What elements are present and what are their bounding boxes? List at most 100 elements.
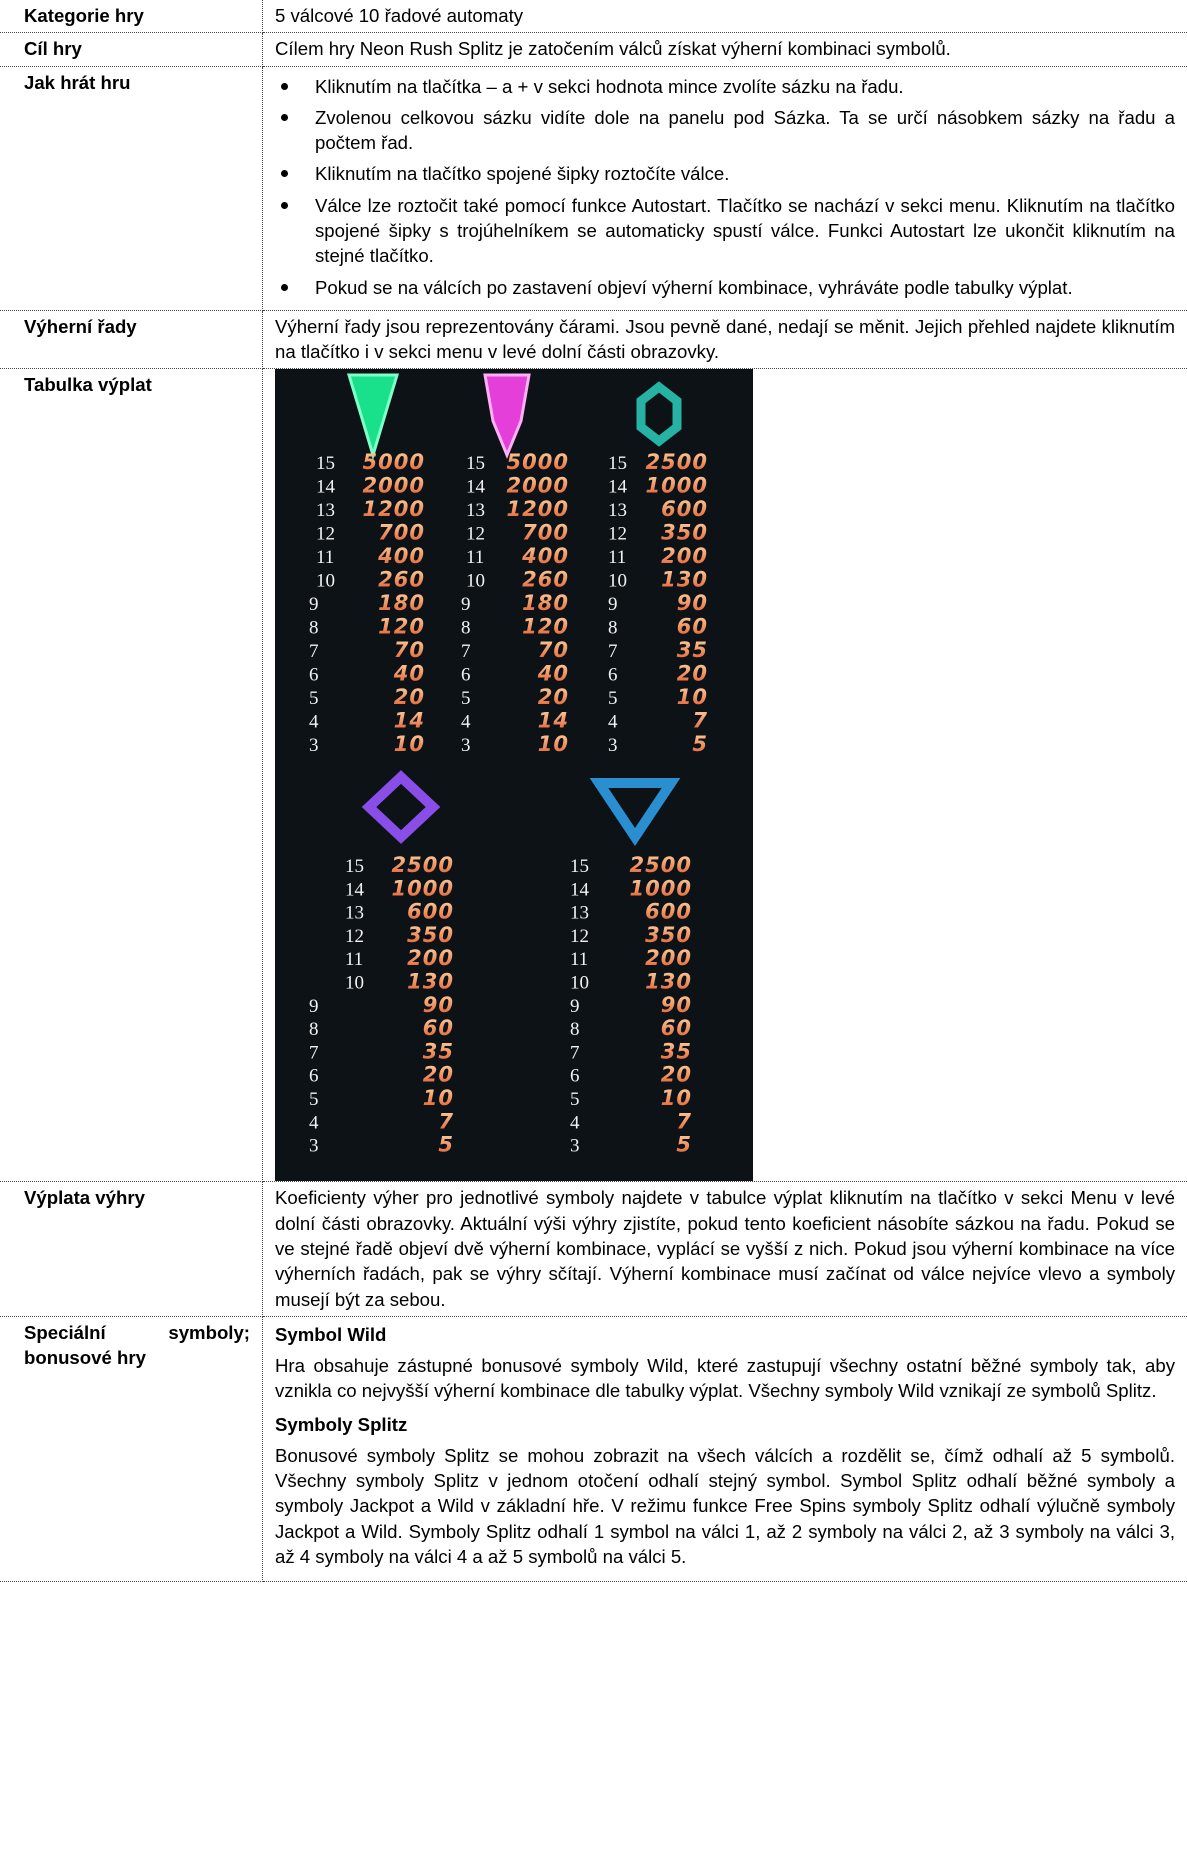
pay-value: 700 <box>378 521 425 545</box>
symbol-group: 15 5000 14 2000 13 1200 12 700 11 400 10 260 9 180 8 12… <box>309 373 425 756</box>
count-label: 7 <box>570 1043 580 1064</box>
symbol-group: 15 2500 14 1000 13 600 12 350 11 200 10 130 9 90 8 60 7 3… <box>608 381 708 756</box>
count-label: 15 <box>570 856 589 877</box>
pay-value: 200 <box>407 947 454 971</box>
pay-value: 400 <box>377 544 425 568</box>
count-label: 14 <box>570 880 590 901</box>
pay-value: 5 <box>676 1133 692 1157</box>
rules-table: Kategorie hry 5 válcové 10 řadové automat… <box>0 0 1187 1583</box>
count-label: 6 <box>461 665 471 686</box>
symbol-icon <box>589 778 681 847</box>
symbol-group: 15 2500 14 1000 13 600 12 350 11 200 10 130 9 90 8 60 7 3… <box>309 770 454 1157</box>
pay-value: 200 <box>661 544 708 568</box>
count-label: 14 <box>466 477 486 498</box>
section-heading: Symbol Wild <box>275 1323 387 1345</box>
count-label: 4 <box>608 712 618 733</box>
row-content: 15 5000 14 2000 13 1200 12 700 11 400 10 260 9 180 8 12… <box>262 368 1187 1183</box>
count-label: 5 <box>309 688 319 709</box>
pay-value: 350 <box>661 521 708 545</box>
pay-value: 120 <box>522 615 569 639</box>
count-label: 9 <box>461 594 471 615</box>
count-label: 7 <box>309 641 319 662</box>
pay-value: 90 <box>423 993 454 1017</box>
paytable-image: 15 5000 14 2000 13 1200 12 700 11 400 10 260 9 180 8 12… <box>275 369 753 1182</box>
count-label: 3 <box>608 735 618 756</box>
pay-value: 35 <box>677 638 708 662</box>
pay-value: 14 <box>394 709 425 733</box>
count-label: 10 <box>570 973 589 994</box>
symbol-icon <box>346 373 400 461</box>
table-row: Výherní řady Výherní řady jsou reprezento… <box>0 310 1187 370</box>
count-label: 3 <box>570 1136 580 1157</box>
pay-value: 2000 <box>363 474 425 498</box>
pay-value: 700 <box>522 521 569 545</box>
count-label: 9 <box>309 996 319 1017</box>
pay-value: 130 <box>645 970 692 994</box>
pay-value: 350 <box>407 923 454 947</box>
pay-value: 120 <box>378 615 425 639</box>
pay-value: 1000 <box>392 877 454 901</box>
pay-value: 5 <box>438 1133 454 1157</box>
pay-value: 350 <box>645 923 692 947</box>
count-label: 11 <box>316 547 334 568</box>
pay-value: 1200 <box>507 497 569 521</box>
pay-value: 10 <box>661 1086 692 1110</box>
count-label: 7 <box>608 641 618 662</box>
count-label: 11 <box>608 547 626 568</box>
pay-value: 5 <box>692 732 708 756</box>
section-text: Hra obsahuje zástupné bonusové symboly W… <box>275 1355 1175 1402</box>
count-label: 12 <box>608 524 627 545</box>
count-label: 15 <box>466 453 485 474</box>
bullet-item: Kliknutím na tlačítka – a + v sekci hodn… <box>275 74 1175 99</box>
row-content: 5 válcové 10 řadové automaty <box>262 0 1187 34</box>
pay-value: 14 <box>538 709 569 733</box>
count-label: 8 <box>570 1019 580 1040</box>
pay-value: 35 <box>423 1040 454 1064</box>
pay-value: 1000 <box>630 877 692 901</box>
count-label: 9 <box>608 594 618 615</box>
pay-value: 70 <box>538 638 569 662</box>
count-label: 15 <box>316 453 335 474</box>
count-label: 12 <box>570 926 589 947</box>
count-label: 13 <box>345 903 364 924</box>
count-label: 9 <box>309 594 319 615</box>
section-text: Bonusové symboly Splitz se mohou zobrazi… <box>275 1444 1175 1568</box>
pay-value: 60 <box>677 615 708 639</box>
table-row: Kategorie hry 5 válcové 10 řadové automat… <box>0 0 1187 34</box>
paytable-background <box>275 369 753 1182</box>
count-label: 6 <box>309 665 319 686</box>
count-label: 10 <box>345 973 364 994</box>
count-label: 13 <box>570 903 589 924</box>
pay-value: 90 <box>661 993 692 1017</box>
count-label: 9 <box>570 996 580 1017</box>
row-content: Cílem hry Neon Rush Splitz je zatočením … <box>262 32 1187 67</box>
count-label: 7 <box>461 641 471 662</box>
symbol-group: 15 5000 14 2000 13 1200 12 700 11 400 10 260 9 180 8 12… <box>461 373 569 756</box>
table-body: Kategorie hry 5 válcové 10 řadové automat… <box>0 0 1187 1583</box>
count-label: 7 <box>309 1043 319 1064</box>
pay-value: 180 <box>378 591 425 615</box>
count-label: 8 <box>309 1019 319 1040</box>
row-content: Symbol Wild Hra obsahuje zástupné bonusov… <box>262 1316 1187 1583</box>
count-label: 15 <box>345 856 364 877</box>
pay-value: 60 <box>661 1016 692 1040</box>
count-label: 4 <box>309 712 319 733</box>
row-label: Výherní řady <box>0 310 263 370</box>
count-label: 4 <box>461 712 471 733</box>
count-label: 10 <box>466 571 485 592</box>
pay-value: 200 <box>645 947 692 971</box>
pay-value: 1000 <box>646 474 708 498</box>
count-label: 12 <box>316 524 335 545</box>
pay-value: 10 <box>423 1086 454 1110</box>
pay-value: 20 <box>423 1063 454 1087</box>
pay-value: 130 <box>661 568 708 592</box>
pay-value: 40 <box>537 662 569 686</box>
table-row: Cíl hry Cílem hry Neon Rush Splitz je zat… <box>0 32 1187 67</box>
count-label: 13 <box>316 500 335 521</box>
bullet-list: Kliknutím na tlačítka – a + v sekci hodn… <box>275 74 1175 300</box>
pay-value: 2000 <box>507 474 569 498</box>
count-label: 6 <box>608 665 618 686</box>
row-content: Kliknutím na tlačítka – a + v sekci hodn… <box>262 66 1187 311</box>
